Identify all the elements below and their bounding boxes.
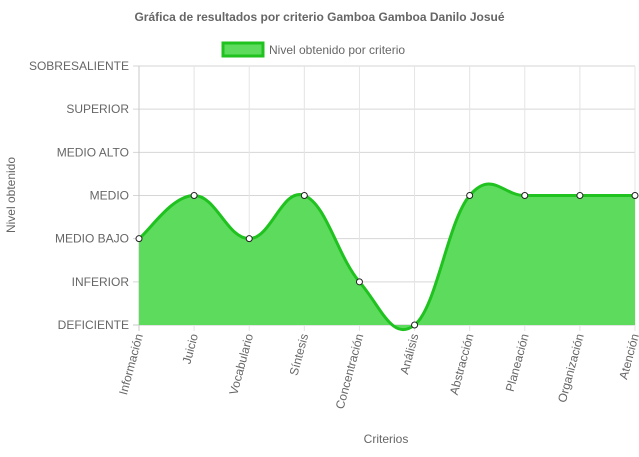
y-tick-label: INFERIOR xyxy=(72,275,130,289)
x-tick-label: Juicio xyxy=(180,332,202,366)
series-line xyxy=(138,182,635,332)
x-tick-label: Análisis xyxy=(397,332,421,376)
y-axis-title: Nivel obtenido xyxy=(4,157,18,233)
data-point-abstracción[interactable] xyxy=(466,192,474,199)
y-tick-label: SOBRESALIENTE xyxy=(29,59,129,73)
data-point-análisis[interactable] xyxy=(411,321,419,329)
legend-swatch xyxy=(221,41,265,58)
data-point-juicio[interactable] xyxy=(190,192,198,199)
x-tick-label: Organización xyxy=(555,332,587,404)
legend[interactable]: Nivel obtenido por criterio xyxy=(221,41,405,58)
y-tick-label: SUPERIOR xyxy=(66,102,129,116)
x-tick-label: Vocabulario xyxy=(226,332,256,397)
x-tick-label: Concentración xyxy=(333,332,367,410)
legend-label: Nivel obtenido por criterio xyxy=(269,43,405,57)
y-tick-label: MEDIO ALTO xyxy=(57,145,129,159)
y-tick-label: MEDIO BAJO xyxy=(55,232,129,246)
y-axis-ticks: DEFICIENTE INFERIOR MEDIO BAJO MEDIO MEDIO A… xyxy=(29,59,129,332)
x-tick-label: Abstracción xyxy=(447,332,477,396)
x-tick-label: Atención xyxy=(616,332,639,381)
x-tick-label: Síntesis xyxy=(287,332,312,377)
chart-title: Gráfica de resultados por criterio Gambo… xyxy=(134,10,504,24)
x-axis-ticks: Información Juicio Vocabulario Síntesis Conc… xyxy=(116,332,639,411)
data-point-atención[interactable] xyxy=(631,192,639,199)
x-tick-label: Planeación xyxy=(503,332,532,393)
x-axis-title: Criterios xyxy=(364,432,409,446)
y-tick-label: DEFICIENTE xyxy=(58,318,129,332)
data-point-información[interactable] xyxy=(135,235,143,243)
data-point-concentración[interactable] xyxy=(355,278,363,286)
data-points xyxy=(135,192,639,329)
y-tick-label: MEDIO xyxy=(90,189,129,203)
data-point-organización[interactable] xyxy=(576,192,584,199)
data-point-vocabulario[interactable] xyxy=(245,235,253,243)
data-point-planeación[interactable] xyxy=(521,192,529,199)
x-tick-label: Información xyxy=(116,332,146,396)
data-point-síntesis[interactable] xyxy=(300,192,308,199)
series-area xyxy=(139,183,635,330)
